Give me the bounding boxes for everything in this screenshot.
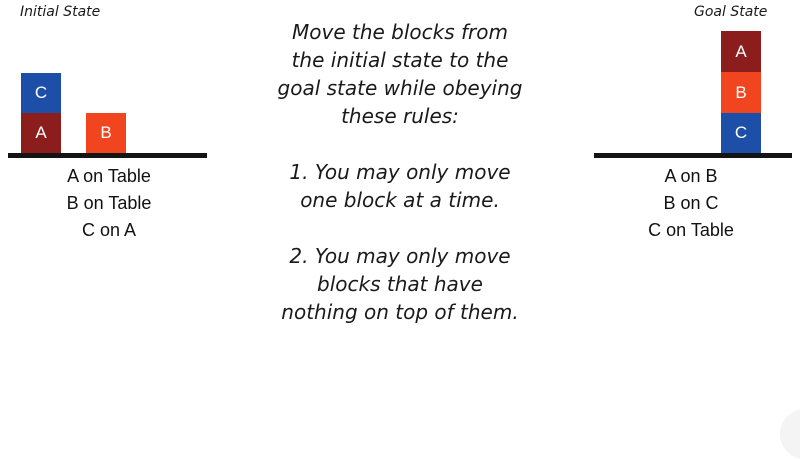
instructions-line: goal state while obeying xyxy=(277,76,523,100)
rule-1-line: one block at a time. xyxy=(300,188,500,212)
initial-block-a: A xyxy=(21,113,61,153)
goal-block-c: C xyxy=(721,113,761,153)
initial-facts: A on Table B on Table C on A xyxy=(34,163,184,244)
goal-state-title: Goal State xyxy=(694,4,768,20)
goal-facts: A on B B on C C on Table xyxy=(616,163,766,244)
goal-fact: A on B xyxy=(664,166,718,186)
rule-2-line: nothing on top of them. xyxy=(281,300,519,324)
corner-decoration xyxy=(780,409,800,459)
goal-block-a: A xyxy=(721,31,761,72)
initial-fact: A on Table xyxy=(67,166,151,186)
instructions-line: Move the blocks from xyxy=(292,20,508,44)
goal-table xyxy=(594,153,792,158)
instructions-line: these rules: xyxy=(341,104,459,128)
rule-2-line: blocks that have xyxy=(317,272,483,296)
goal-fact: B on C xyxy=(663,193,719,213)
initial-fact: B on Table xyxy=(66,193,152,213)
initial-block-c: C xyxy=(21,73,61,113)
goal-block-b: B xyxy=(721,72,761,113)
rule-2-line: 2. You may only move xyxy=(289,244,511,268)
instructions-line: the initial state to the xyxy=(291,48,509,72)
initial-fact: C on A xyxy=(81,220,137,240)
initial-table xyxy=(8,153,207,158)
rule-1-line: 1. You may only move xyxy=(289,160,511,184)
goal-fact: C on Table xyxy=(648,220,734,240)
initial-state-title: Initial State xyxy=(20,4,101,20)
initial-block-b: B xyxy=(86,113,126,153)
instructions: Move the blocks from the initial state t… xyxy=(230,18,570,326)
